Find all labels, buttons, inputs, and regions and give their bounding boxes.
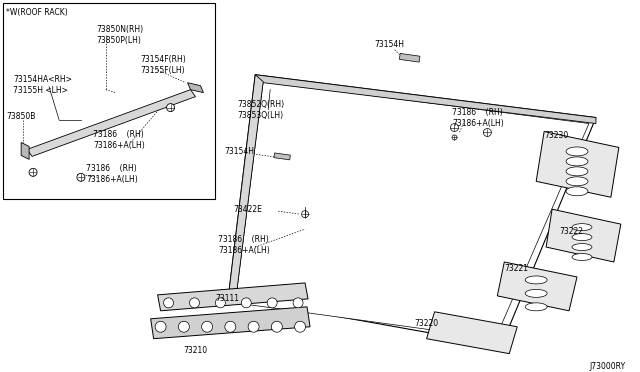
Ellipse shape — [525, 303, 547, 311]
Ellipse shape — [572, 244, 592, 250]
Circle shape — [225, 321, 236, 332]
Text: 73111: 73111 — [216, 294, 239, 303]
Circle shape — [179, 321, 189, 332]
Circle shape — [166, 104, 175, 112]
Polygon shape — [150, 307, 310, 339]
Text: 73222: 73222 — [559, 227, 583, 235]
Circle shape — [77, 173, 85, 181]
Polygon shape — [536, 131, 619, 197]
Ellipse shape — [525, 289, 547, 297]
Text: 73154HA<RH>
73155H <LH>: 73154HA<RH> 73155H <LH> — [13, 75, 72, 95]
Polygon shape — [157, 283, 308, 311]
Circle shape — [452, 135, 457, 140]
Text: 73154F(RH)
73155F(LH): 73154F(RH) 73155F(LH) — [141, 55, 186, 75]
Text: 73186    (RH)
73186+A(LH): 73186 (RH) 73186+A(LH) — [218, 235, 270, 255]
Circle shape — [294, 321, 305, 332]
Polygon shape — [21, 142, 29, 159]
Circle shape — [164, 298, 173, 308]
Ellipse shape — [572, 234, 592, 241]
Text: 73186    (RH)
73186+A(LH): 73186 (RH) 73186+A(LH) — [452, 108, 504, 128]
Polygon shape — [497, 262, 577, 311]
Bar — [3, 3, 216, 199]
Ellipse shape — [566, 147, 588, 156]
Circle shape — [451, 124, 458, 131]
Circle shape — [483, 128, 492, 137]
Text: 73154H: 73154H — [375, 40, 404, 49]
Circle shape — [202, 321, 212, 332]
Ellipse shape — [572, 224, 592, 231]
Polygon shape — [188, 83, 204, 93]
Polygon shape — [255, 75, 596, 124]
Ellipse shape — [525, 276, 547, 284]
Circle shape — [293, 298, 303, 308]
Text: 73850N(RH)
73850P(LH): 73850N(RH) 73850P(LH) — [96, 25, 143, 45]
Circle shape — [189, 298, 200, 308]
Polygon shape — [27, 90, 195, 156]
Circle shape — [271, 321, 282, 332]
Polygon shape — [274, 153, 291, 160]
Text: 73850B: 73850B — [6, 112, 36, 121]
Text: 73852Q(RH)
73853Q(LH): 73852Q(RH) 73853Q(LH) — [237, 100, 284, 120]
Polygon shape — [427, 312, 517, 354]
Text: 73186    (RH)
73186+A(LH): 73186 (RH) 73186+A(LH) — [86, 164, 138, 185]
Circle shape — [29, 169, 37, 176]
Circle shape — [241, 298, 252, 308]
Ellipse shape — [566, 167, 588, 176]
Polygon shape — [228, 75, 263, 303]
Ellipse shape — [566, 177, 588, 186]
Polygon shape — [546, 209, 621, 262]
Text: 73221: 73221 — [504, 264, 528, 273]
Circle shape — [248, 321, 259, 332]
Circle shape — [301, 211, 308, 218]
Ellipse shape — [566, 157, 588, 166]
Text: 73220: 73220 — [415, 319, 439, 328]
Text: 73186    (RH)
73186+A(LH): 73186 (RH) 73186+A(LH) — [93, 129, 145, 150]
Circle shape — [216, 298, 225, 308]
Text: *W(ROOF RACK): *W(ROOF RACK) — [6, 9, 68, 17]
Ellipse shape — [572, 254, 592, 260]
Ellipse shape — [566, 187, 588, 196]
Polygon shape — [399, 54, 420, 62]
Text: 73422E: 73422E — [234, 205, 262, 214]
Circle shape — [155, 321, 166, 332]
Polygon shape — [236, 82, 589, 339]
Polygon shape — [228, 75, 596, 346]
Text: 73210: 73210 — [184, 346, 207, 355]
Circle shape — [268, 298, 277, 308]
Text: 73154H: 73154H — [225, 147, 254, 156]
Text: 73230: 73230 — [544, 131, 568, 140]
Text: J73000RY: J73000RY — [589, 362, 626, 371]
